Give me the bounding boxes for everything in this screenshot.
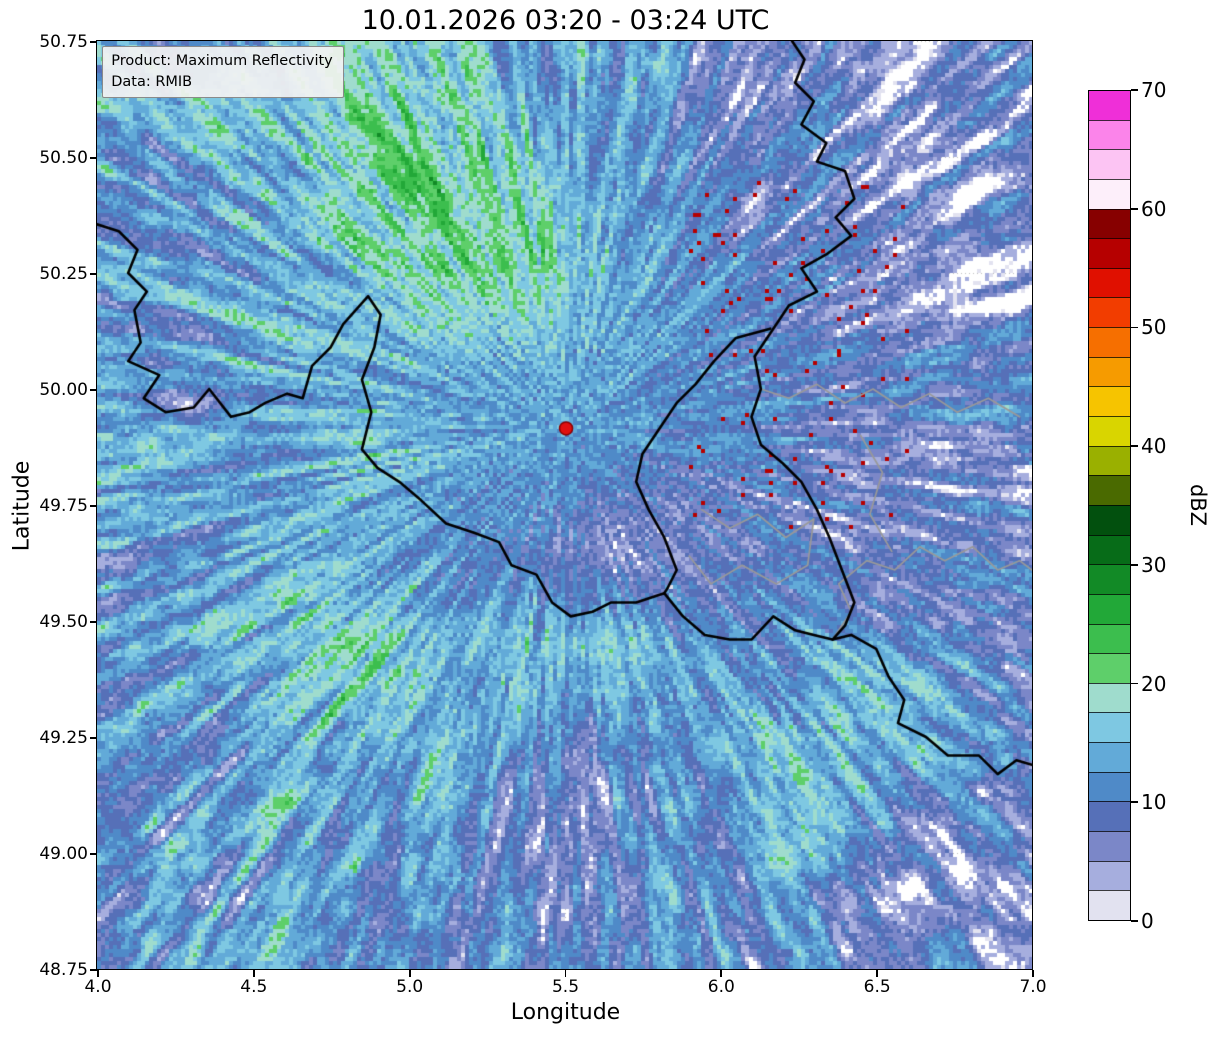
colorbar-segment xyxy=(1089,593,1130,624)
colorbar-segment xyxy=(1089,91,1130,120)
colorbar-segment xyxy=(1089,771,1130,802)
colorbar-segment xyxy=(1089,475,1130,505)
colorbar-segment xyxy=(1089,712,1130,743)
colorbar-segment xyxy=(1089,801,1130,832)
colorbar-segment xyxy=(1089,208,1130,239)
colorbar xyxy=(1088,90,1131,921)
x-tick-label: 4.0 xyxy=(84,977,112,997)
x-tick-mark xyxy=(1032,970,1034,977)
x-axis-label: Longitude xyxy=(510,1000,621,1025)
colorbar-segment xyxy=(1089,119,1130,150)
colorbar-segment xyxy=(1089,742,1130,772)
y-axis-label: Latitude xyxy=(9,460,35,552)
map-plot-area: Product: Maximum Reflectivity Data: RMIB xyxy=(96,40,1034,971)
colorbar-segment xyxy=(1089,504,1130,535)
colorbar-tick-label: 70 xyxy=(1141,78,1167,102)
x-tick-mark xyxy=(408,970,411,977)
colorbar-tick-label: 40 xyxy=(1141,434,1167,459)
colorbar-tick-label: 20 xyxy=(1141,671,1167,696)
colorbar-gradient xyxy=(1089,91,1130,920)
figure-title: 10.01.2026 03:20 - 03:24 UTC xyxy=(361,5,770,36)
colorbar-segment xyxy=(1089,653,1130,683)
colorbar-tick-mark xyxy=(1131,564,1138,566)
colorbar-segment xyxy=(1089,386,1130,417)
y-tick-label: 50.75 xyxy=(39,32,88,52)
y-tick-label: 49.50 xyxy=(39,612,88,632)
colorbar-segment xyxy=(1089,564,1130,594)
colorbar-segment xyxy=(1089,327,1130,357)
colorbar-tick-mark xyxy=(1131,89,1138,91)
colorbar-tick-label: 50 xyxy=(1141,315,1167,340)
colorbar-tick-label: 60 xyxy=(1141,196,1167,221)
x-tick-mark xyxy=(252,970,255,977)
product-info-box: Product: Maximum Reflectivity Data: RMIB xyxy=(102,46,344,98)
colorbar-segment xyxy=(1089,682,1130,713)
colorbar-segment xyxy=(1089,149,1130,179)
colorbar-segment xyxy=(1089,623,1130,654)
y-tick-label: 49.25 xyxy=(39,728,88,748)
colorbar-unit-label: dBZ xyxy=(1186,483,1210,527)
y-tick-label: 49.00 xyxy=(39,844,88,864)
colorbar-segment xyxy=(1089,831,1130,861)
y-tick-label: 50.25 xyxy=(39,264,88,284)
colorbar-segment xyxy=(1089,356,1130,387)
colorbar-tick-mark xyxy=(1131,207,1138,210)
x-tick-label: 5.0 xyxy=(396,977,424,997)
y-tick-label: 48.75 xyxy=(39,960,88,980)
colorbar-segment xyxy=(1089,297,1130,328)
colorbar-tick-mark xyxy=(1131,682,1138,685)
x-tick-label: 7.0 xyxy=(1019,977,1047,997)
colorbar-segment xyxy=(1089,178,1130,209)
colorbar-tick-mark xyxy=(1131,326,1138,329)
colorbar-segment xyxy=(1089,445,1130,476)
colorbar-tick-mark xyxy=(1131,920,1138,922)
x-tick-label: 6.0 xyxy=(707,977,735,997)
colorbar-tick-mark xyxy=(1131,445,1138,447)
data-source-label: Data: RMIB xyxy=(111,73,193,90)
colorbar-tick-label: 0 xyxy=(1141,909,1154,933)
colorbar-segment xyxy=(1089,267,1130,298)
x-tick-mark xyxy=(876,970,878,977)
colorbar-tick-label: 30 xyxy=(1141,552,1167,577)
radar-reflectivity-map xyxy=(97,41,1033,970)
x-tick-label: 5.5 xyxy=(551,977,580,997)
x-tick-mark xyxy=(720,970,723,977)
x-tick-label: 6.5 xyxy=(863,977,891,997)
colorbar-tick-mark xyxy=(1131,801,1138,804)
colorbar-tick-label: 10 xyxy=(1141,790,1167,815)
y-tick-label: 50.00 xyxy=(39,380,88,400)
colorbar-segment xyxy=(1089,890,1130,920)
colorbar-segment xyxy=(1089,416,1130,446)
y-tick-label: 50.50 xyxy=(39,148,88,168)
colorbar-segment xyxy=(1089,860,1130,891)
x-tick-label: 4.5 xyxy=(240,977,268,997)
colorbar-segment xyxy=(1089,534,1130,565)
x-tick-mark xyxy=(564,970,567,977)
colorbar-segment xyxy=(1089,238,1130,268)
product-name-label: Product: Maximum Reflectivity xyxy=(111,53,333,70)
x-tick-mark xyxy=(97,970,99,977)
